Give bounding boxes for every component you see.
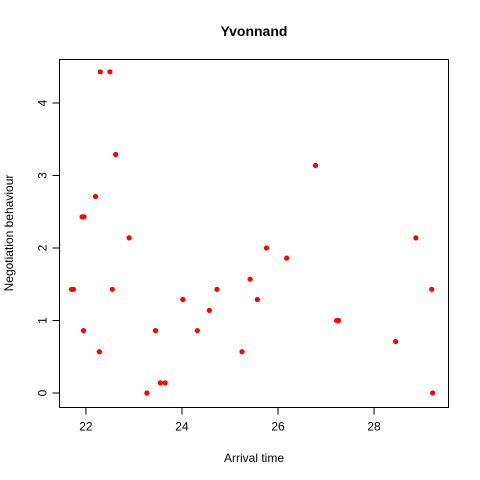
y-tick-label: 0 — [36, 389, 50, 396]
data-point — [247, 276, 253, 282]
data-point — [92, 193, 99, 200]
data-point — [113, 151, 119, 158]
data-point — [97, 69, 103, 75]
data-point — [206, 307, 212, 313]
data-point — [429, 286, 435, 292]
data-point — [239, 349, 245, 355]
data-point — [180, 296, 186, 303]
data-point — [109, 286, 115, 292]
x-axis-label: Arrival time — [224, 451, 284, 465]
data-point — [96, 349, 102, 355]
data-point — [126, 235, 132, 241]
y-tick-label: 2 — [36, 244, 50, 251]
chart-title: Yvonnand — [221, 23, 288, 39]
data-point — [312, 162, 319, 168]
y-axis-label: Negotiation behaviour — [2, 175, 16, 292]
y-tick-label: 4 — [36, 99, 50, 106]
data-points — [68, 69, 436, 396]
x-tick-label: 28 — [367, 420, 381, 434]
data-point — [81, 214, 87, 220]
x-tick-label: 24 — [175, 420, 189, 434]
data-point — [157, 380, 163, 386]
x-tick-label: 26 — [271, 420, 285, 434]
data-point — [393, 338, 399, 345]
data-point — [194, 328, 200, 334]
data-point — [162, 380, 168, 386]
data-point — [335, 317, 342, 324]
data-point — [263, 245, 270, 251]
data-point — [70, 286, 77, 292]
plot-frame — [59, 59, 449, 408]
y-tick-label: 3 — [36, 172, 50, 179]
y-tick-label: 1 — [36, 317, 50, 324]
data-point — [413, 235, 419, 241]
data-point — [144, 390, 150, 396]
data-point — [214, 286, 220, 292]
data-point — [254, 296, 260, 303]
data-point — [80, 328, 87, 334]
data-point — [152, 328, 159, 334]
x-axis: 22 24 26 28 — [79, 407, 381, 434]
data-point — [284, 255, 290, 261]
y-axis: 0 1 2 3 4 — [36, 99, 60, 396]
x-tick-label: 22 — [79, 420, 93, 434]
data-point — [430, 390, 436, 396]
data-point — [107, 69, 113, 75]
